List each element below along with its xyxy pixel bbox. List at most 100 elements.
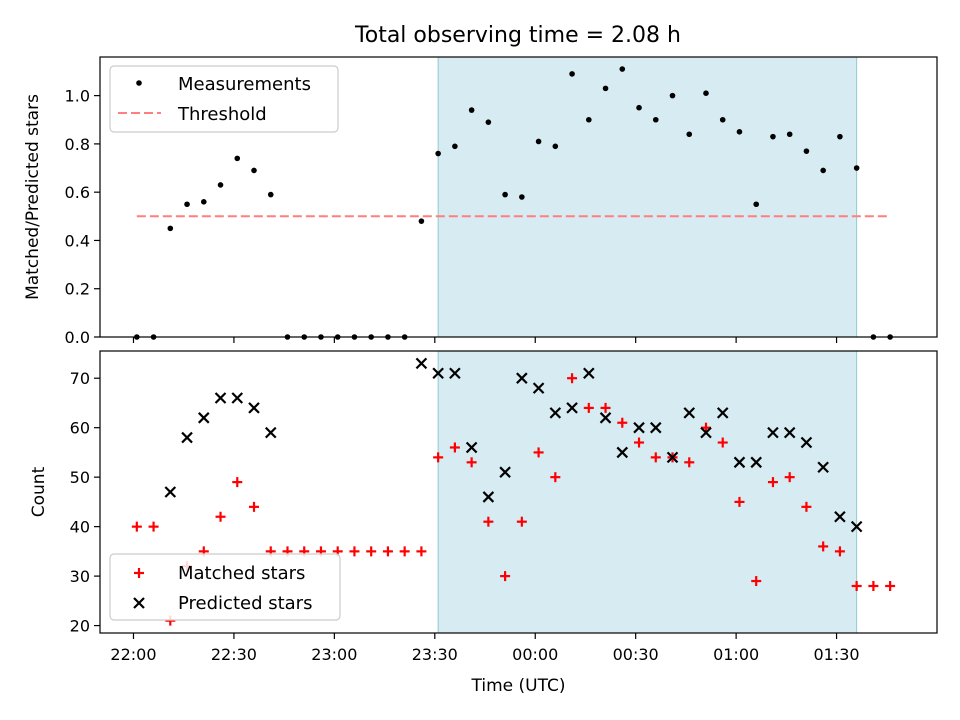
measurement-point bbox=[669, 92, 676, 99]
measurement-point bbox=[602, 85, 609, 92]
measurement-point bbox=[452, 143, 458, 150]
predicted-star-point bbox=[482, 491, 495, 503]
x-tick-label: 01:00 bbox=[713, 645, 759, 664]
predicted-star-point bbox=[716, 407, 729, 419]
predicted-star-point bbox=[181, 431, 193, 444]
matched-star-point bbox=[500, 571, 511, 582]
measurement-point bbox=[485, 119, 492, 125]
matched-star-point bbox=[700, 422, 711, 433]
x-axis-label: Time (UTC) bbox=[471, 676, 566, 696]
y-tick-label: 0.2 bbox=[65, 280, 90, 299]
top-legend-box bbox=[109, 65, 339, 133]
measurement-point bbox=[569, 71, 575, 77]
top-y-ticks: 0.0 0.2 0.4 0.6 0.8 1.0 bbox=[65, 87, 100, 347]
measurement-point bbox=[217, 182, 224, 188]
bottom-legend-box bbox=[109, 553, 341, 621]
legend-predicted-label: Predicted stars bbox=[178, 593, 312, 614]
matched-star-point bbox=[466, 457, 477, 468]
predicted-star-point bbox=[817, 461, 829, 474]
matched-star-point bbox=[433, 452, 444, 463]
matched-star-point bbox=[533, 447, 544, 458]
bottom-y-axis-label: Count bbox=[29, 466, 49, 517]
x-tick-label: 22:00 bbox=[110, 645, 156, 664]
legend-matched-label: Matched stars bbox=[178, 563, 305, 584]
matched-star-point bbox=[349, 546, 360, 557]
bottom-highlight-span bbox=[437, 350, 858, 634]
predicted-star-point bbox=[214, 392, 227, 404]
predicted-star-point bbox=[248, 402, 260, 414]
legend-threshold-label: Threshold bbox=[177, 104, 267, 125]
measurement-point bbox=[636, 104, 642, 111]
matched-star-point bbox=[399, 546, 410, 557]
matched-star-point bbox=[416, 546, 427, 557]
measurement-point bbox=[200, 199, 207, 205]
x-tick-label: 22:30 bbox=[211, 645, 257, 664]
bottom-legend: Matched stars Predicted stars bbox=[109, 553, 341, 621]
predicted-star-point bbox=[264, 426, 277, 439]
predicted-star-point bbox=[465, 441, 478, 454]
predicted-star-point bbox=[449, 367, 461, 380]
matched-star-point bbox=[751, 576, 762, 587]
predicted-star-point bbox=[599, 412, 612, 424]
matched-star-point bbox=[868, 581, 879, 591]
matched-star-point bbox=[784, 472, 795, 483]
bottom-x-ticks: 22:00 22:30 23:00 23:30 00:00 00:30 01:00 01:30 bbox=[110, 633, 860, 664]
bottom-panel: Matched stars Predicted stars 20 30 40 50 60… bbox=[29, 350, 938, 696]
measurement-point bbox=[753, 201, 760, 208]
legend-matched-marker bbox=[134, 568, 144, 578]
measurement-point bbox=[418, 218, 425, 224]
matched-star-point bbox=[382, 546, 393, 557]
measurement-point bbox=[519, 194, 525, 200]
legend-measurements-marker bbox=[136, 80, 142, 86]
matched-star-point bbox=[483, 516, 494, 527]
matched-star-point bbox=[617, 417, 628, 428]
measurement-point bbox=[686, 131, 693, 138]
predicted-star-point bbox=[499, 466, 511, 478]
measurement-point bbox=[184, 201, 190, 208]
x-tick-label: 23:30 bbox=[412, 645, 458, 664]
y-tick-label: 1.0 bbox=[65, 87, 90, 106]
predicted-star-point bbox=[616, 446, 629, 459]
predicted-star-point bbox=[415, 357, 428, 370]
measurements-points bbox=[134, 66, 893, 340]
measurement-point bbox=[267, 191, 274, 198]
y-tick-label: 20 bbox=[70, 617, 90, 636]
legend-measurements-label: Measurements bbox=[178, 74, 311, 95]
y-tick-label: 0.6 bbox=[65, 183, 90, 202]
predicted-star-point bbox=[164, 486, 177, 498]
predicted-star-point bbox=[549, 407, 562, 419]
top-y-axis-label: Matched/Predicted stars bbox=[23, 94, 43, 300]
measurement-point bbox=[167, 225, 174, 232]
matched-star-point bbox=[215, 511, 226, 522]
predicted-star-point bbox=[432, 367, 444, 380]
matched-star-point bbox=[650, 452, 661, 463]
measurement-point bbox=[652, 116, 659, 123]
matched-star-point bbox=[734, 496, 745, 507]
measurement-point bbox=[786, 131, 793, 138]
top-axes-frame bbox=[99, 56, 938, 338]
matched-star-point bbox=[131, 521, 142, 532]
measurement-point bbox=[468, 107, 475, 113]
matched-star-point bbox=[148, 521, 159, 532]
matched-star-point bbox=[366, 546, 377, 557]
matched-star-point bbox=[550, 472, 561, 483]
measurement-point bbox=[736, 129, 743, 135]
predicted-star-point bbox=[231, 392, 244, 404]
predicted-star-point bbox=[583, 367, 595, 380]
matched-star-point bbox=[801, 501, 812, 512]
matched-star-point bbox=[851, 581, 862, 591]
chart-title: Total observing time = 2.08 h bbox=[354, 23, 681, 48]
matched-star-point bbox=[684, 457, 695, 468]
y-tick-label: 50 bbox=[70, 468, 90, 487]
bottom-y-ticks: 20 30 40 50 60 70 bbox=[70, 369, 100, 636]
predicted-star-point bbox=[633, 421, 645, 434]
predicted-star-point bbox=[683, 407, 696, 419]
y-tick-label: 40 bbox=[70, 518, 90, 537]
matched-star-point bbox=[583, 402, 594, 413]
measurement-point bbox=[502, 191, 508, 198]
predicted-star-point bbox=[198, 412, 210, 424]
y-tick-label: 0.4 bbox=[65, 231, 90, 250]
matched-star-point bbox=[634, 437, 645, 448]
bottom-axes-frame bbox=[99, 350, 938, 634]
predicted-star-point bbox=[850, 520, 863, 533]
